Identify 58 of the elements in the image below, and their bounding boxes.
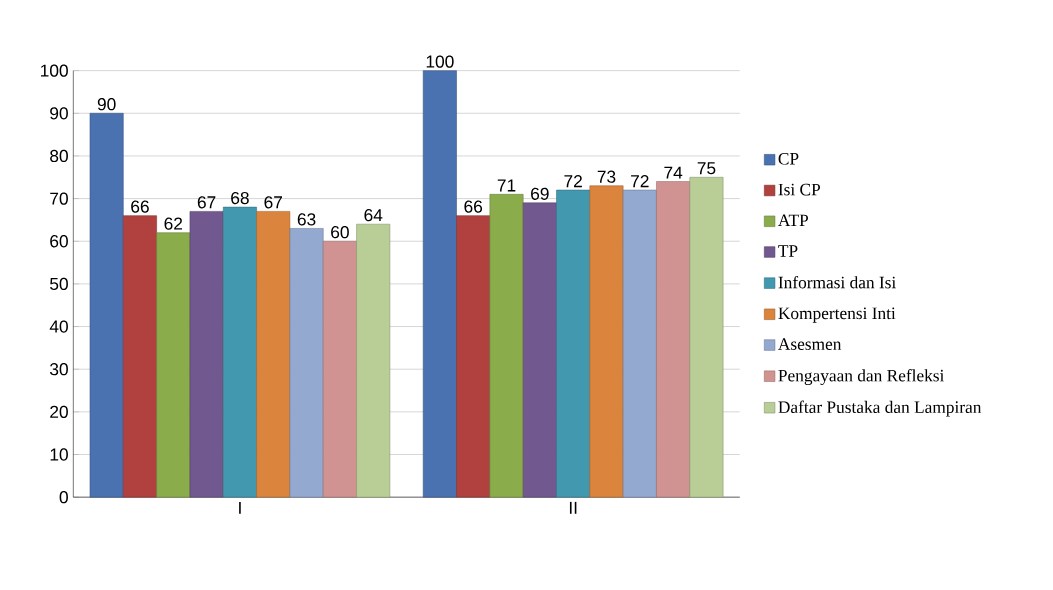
bar xyxy=(489,193,524,498)
data-label: 69 xyxy=(531,187,549,200)
y-tick-label: 50 xyxy=(50,277,68,290)
data-label: 67 xyxy=(197,195,216,209)
y-tick-label: 10 xyxy=(50,448,68,461)
y-tick-label: 80 xyxy=(50,149,68,162)
y-tick-label: 20 xyxy=(50,405,68,418)
legend-label: Pengayaan dan Refleksi xyxy=(778,368,945,385)
bar xyxy=(256,210,291,498)
y-tick-label: 100 xyxy=(41,64,68,77)
x-tick-label: I xyxy=(239,501,241,514)
bar xyxy=(589,185,624,498)
bar xyxy=(189,210,224,498)
legend-label: Informasi dan Isi xyxy=(778,275,896,289)
data-label: 63 xyxy=(297,213,316,226)
legend-label: CP xyxy=(778,152,799,165)
bar xyxy=(556,189,591,498)
bar xyxy=(656,181,691,498)
bar xyxy=(622,189,657,498)
data-label: 75 xyxy=(697,162,716,175)
bar xyxy=(89,112,124,498)
bar xyxy=(422,70,457,498)
legend-label: Daftar Pustaka dan Lampiran xyxy=(778,400,982,417)
legend-label: Kompertensi Inti xyxy=(778,307,896,323)
y-tick-label: 90 xyxy=(50,106,68,120)
data-label: 66 xyxy=(131,200,149,213)
data-label: 62 xyxy=(164,217,183,230)
data-label: 60 xyxy=(331,225,349,239)
y-tick-label: 30 xyxy=(50,362,68,376)
bar xyxy=(322,240,357,498)
data-label: 67 xyxy=(264,195,283,209)
bar xyxy=(522,202,557,498)
bar xyxy=(289,227,324,498)
data-label: 100 xyxy=(426,55,454,68)
bar xyxy=(689,176,724,498)
bar xyxy=(456,215,491,498)
data-label: 72 xyxy=(631,174,649,187)
legend-label: ATP xyxy=(778,214,809,226)
x-tick-label: II xyxy=(569,501,577,514)
bar xyxy=(156,232,191,498)
data-label: 68 xyxy=(231,191,249,204)
bar xyxy=(356,223,391,498)
y-tick-label: 60 xyxy=(50,234,68,248)
bar xyxy=(222,206,257,498)
y-tick-label: 0 xyxy=(59,490,68,504)
data-label: 74 xyxy=(664,166,683,179)
legend-label: Isi CP xyxy=(778,183,821,196)
data-label: 72 xyxy=(564,174,582,187)
y-tick-label: 40 xyxy=(49,320,68,333)
data-label: 73 xyxy=(597,170,616,183)
legend-label: Asesmen xyxy=(778,338,842,350)
legend-label: TP xyxy=(778,245,798,257)
data-label: 71 xyxy=(497,179,516,192)
bar xyxy=(123,215,157,498)
data-label: 64 xyxy=(364,208,383,222)
y-tick-label: 70 xyxy=(50,192,68,205)
data-label: 66 xyxy=(464,200,483,213)
data-label: 90 xyxy=(97,97,116,111)
